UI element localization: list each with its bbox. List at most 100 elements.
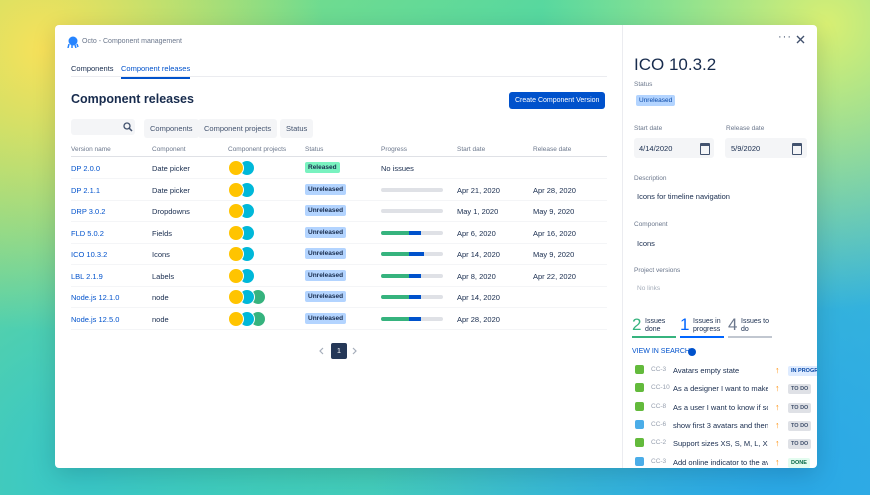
stat-count: 1 [680,315,690,334]
issue-status: DONE [788,457,810,468]
progress-in-progress [408,316,422,321]
progress-done [381,230,409,235]
component: Date picker [152,164,190,173]
calendar-icon[interactable] [700,143,710,155]
app-logo [67,36,79,48]
status-lozenge: Unreleased [305,312,347,324]
field-label: Start date [634,125,663,132]
field-label: Component [634,221,668,228]
app-title: Octo - Component management [82,38,182,45]
column-header: Start date [457,146,486,153]
version-link[interactable]: DP 2.0.0 [71,164,101,173]
issue-key[interactable]: CC-6 [651,420,667,428]
priority-icon: ↑ [775,365,780,375]
stat-count: 4 [728,315,738,334]
field-label: Status [634,81,653,88]
field-label: Project versions [634,267,681,274]
progress-bar [381,230,443,235]
search-box[interactable] [71,119,135,135]
issue-type-icon [635,419,644,429]
issue-type-icon [635,401,644,411]
component: Labels [152,271,175,281]
issue-key[interactable]: CC-3 [651,457,667,465]
component: Date picker [152,185,190,195]
issue-type-icon [635,383,644,393]
pagination [319,343,357,359]
issue-summary[interactable]: Support sizes XS, S, M, L, XL [673,439,768,449]
project-avatar [228,310,244,327]
priority-icon: ↑ [775,401,780,412]
row-divider [71,199,607,201]
progress-done [381,252,409,256]
row-divider [71,264,607,265]
issue-summary[interactable]: As a user I want to know if sor [673,402,768,412]
description: Icons for timeline navigation [637,192,730,201]
issue-type-icon [635,365,644,374]
project-avatar [228,267,244,284]
issue-status: TO DO [788,402,812,413]
search-icon [123,122,133,132]
status-lozenge: Unreleased [305,226,347,238]
tab-active[interactable]: Component releases [121,64,191,79]
calendar-icon[interactable] [792,143,802,155]
create-button[interactable]: Create Component Version [509,92,606,109]
issue-status: IN PROGRESS [788,366,817,376]
status-lozenge: Unreleased [305,269,347,281]
progress-bar [381,316,443,321]
panel-divider [622,25,623,468]
issue-key[interactable]: CC-10 [651,384,670,392]
issue-summary[interactable]: Add online indicator to the ava [673,457,768,467]
version-link[interactable]: Node.js 12.1.0 [71,293,120,302]
tab[interactable]: Components [71,64,114,73]
issue-type-icon [635,456,644,466]
filter-button[interactable]: Components [144,119,199,138]
issue-summary[interactable]: show first 3 avatars and then [673,420,768,430]
issue-summary[interactable]: Avatars empty state [673,366,740,375]
field-label: Description [634,175,667,182]
project-versions: No links [637,285,661,292]
filter-button[interactable]: Status [280,119,314,138]
version-link[interactable]: Node.js 12.5.0 [71,314,120,324]
priority-icon: ↑ [775,456,780,467]
issue-status: TO DO [788,420,812,431]
date-field [634,138,714,158]
release-date: May 9, 2020 [533,207,575,216]
row-divider [71,285,607,287]
progress-text: No issues [381,164,414,173]
release-date: May 9, 2020 [533,250,575,259]
project-avatar [228,246,244,262]
project-avatar [228,181,244,198]
progress-done [381,295,409,299]
version-link[interactable]: FLD 5.0.2 [71,228,104,238]
close-button[interactable] [796,35,805,44]
progress-bar [381,187,443,192]
issue-type-icon [635,438,644,448]
issue-key[interactable]: CC-2 [651,439,667,447]
filter-button[interactable]: Component projects [198,119,278,138]
column-header: Version name [71,146,111,153]
more-button[interactable]: ··· [778,31,792,43]
issue-status: TO DO [788,384,812,395]
version-link[interactable]: DP 2.1.1 [71,185,101,195]
issue-key[interactable]: CC-3 [651,366,667,373]
issue-status: TO DO [788,439,812,450]
issue-summary[interactable]: As a designer I want to make [673,384,768,394]
version-link[interactable]: LBL 2.1.9 [71,271,103,281]
priority-icon: ↑ [775,383,780,394]
issue-key[interactable]: CC-8 [651,402,667,410]
component: Icons [637,239,655,248]
row-divider [71,221,607,222]
component: Icons [152,250,170,259]
view-search-link[interactable]: VIEW IN SEARCH [632,348,690,355]
stat-label: Issues done [645,318,666,333]
progress-done [381,273,409,278]
version-link[interactable]: ICO 10.3.2 [71,250,108,259]
release-date: Apr 16, 2020 [533,228,576,238]
version-link[interactable]: DRP 3.0.2 [71,207,106,216]
column-header: Release date [533,146,572,153]
status-lozenge: Unreleased [305,183,347,195]
page-number[interactable]: 1 [336,346,342,355]
column-header: Component projects [228,146,287,153]
row-divider [71,307,607,308]
